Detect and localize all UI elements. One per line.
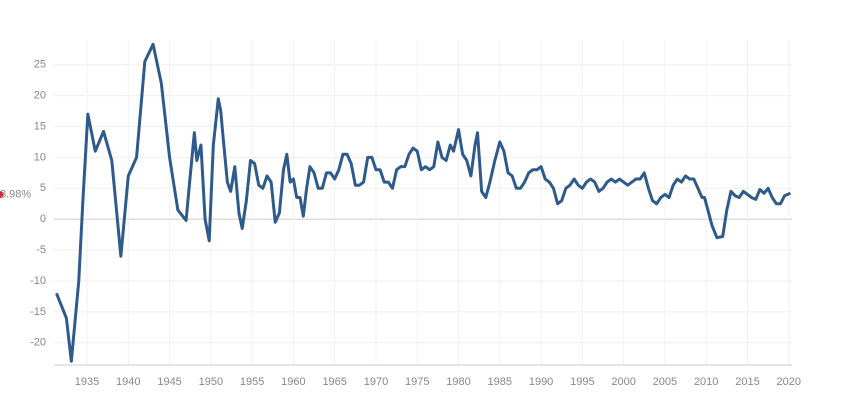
y-tick-label: 10	[34, 151, 46, 163]
x-tick-label: 2000	[611, 376, 635, 388]
y-tick-label: -20	[30, 337, 46, 349]
y-tick-label: 5	[40, 182, 46, 194]
x-tick-label: 1965	[322, 376, 346, 388]
x-tick-label: 1985	[488, 376, 512, 388]
y-tick-label: 20	[34, 90, 46, 102]
y-tick-label: 15	[34, 120, 46, 132]
x-tick-label: 1940	[116, 376, 140, 388]
y-tick-label: 0	[40, 213, 46, 225]
x-tick-label: 1950	[199, 376, 223, 388]
x-tick-label: 2015	[735, 376, 759, 388]
y-tick-label: -10	[30, 275, 46, 287]
x-tick-label: 1960	[281, 376, 305, 388]
line	[55, 42, 791, 363]
x-tick-label: 1990	[529, 376, 553, 388]
x-tick-label: 1955	[240, 376, 264, 388]
x-tick-label: 2020	[777, 376, 801, 388]
value-label: 3.98%	[0, 188, 31, 200]
x-tick-label: 1995	[570, 376, 594, 388]
end-marker	[0, 191, 4, 199]
x-tick-label: 1975	[405, 376, 429, 388]
x-tick-label: 1980	[446, 376, 470, 388]
x-tick-label: 1970	[364, 376, 388, 388]
x-tick-label: 1935	[75, 376, 99, 388]
y-tick-label: 25	[34, 59, 46, 71]
x-tick-label: 2005	[653, 376, 677, 388]
x-tick-label: 1945	[157, 376, 181, 388]
y-tick-label: -5	[36, 244, 46, 256]
y-tick-label: -15	[30, 306, 46, 318]
x-tick-label: 2010	[694, 376, 718, 388]
